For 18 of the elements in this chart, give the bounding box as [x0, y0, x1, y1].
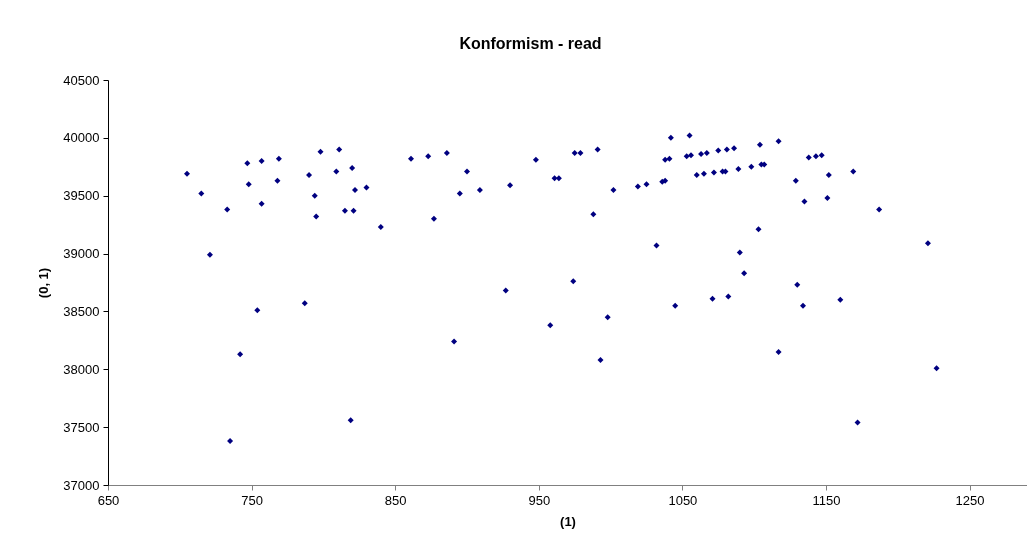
- x-tick-label: 1150: [812, 492, 841, 508]
- x-tick-label: 650: [97, 492, 120, 508]
- y-tick-label: 38000: [63, 361, 100, 377]
- y-tick-label: 39500: [63, 188, 100, 204]
- x-tick-label: 750: [241, 492, 263, 508]
- y-tick-label: 38500: [63, 303, 100, 319]
- x-tick-label: 950: [528, 492, 551, 508]
- y-tick-label: 37000: [63, 477, 100, 493]
- x-tick-label: 850: [384, 492, 407, 508]
- y-tick-label: 37500: [63, 419, 100, 435]
- y-axis-title: (0, 1): [36, 267, 52, 299]
- x-tick-label: 1050: [668, 492, 698, 508]
- y-tick-label: 40500: [63, 72, 100, 88]
- x-tick-label: 1250: [955, 492, 985, 508]
- chart-title: Konformism - read: [459, 35, 602, 52]
- x-axis-title: (1): [560, 513, 576, 529]
- y-tick-label: 40000: [63, 130, 100, 146]
- y-tick-label: 39000: [63, 246, 100, 262]
